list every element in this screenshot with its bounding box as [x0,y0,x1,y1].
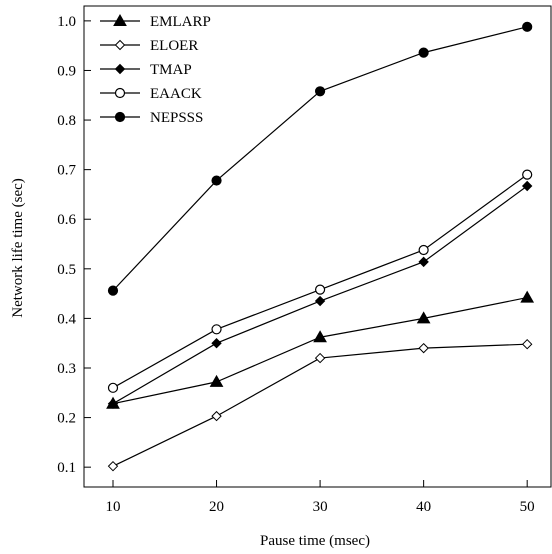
data-point [520,290,535,303]
legend-entry: NEPSSS [100,110,203,126]
y-axis-label: Network life time (sec) [10,178,26,318]
legend: EMLARP ELOER TMAP EAACK NEPSSS [100,13,211,126]
series-eloer [107,338,533,472]
series-nepsss [107,21,533,296]
x-tick-label: 10 [105,499,120,515]
legend-label: NEPSSS [150,110,203,126]
plot-frame [83,5,552,488]
legend-label: TMAP [150,62,192,78]
data-point [107,285,119,296]
series-eaack [107,169,533,393]
legend-entry: TMAP [100,62,192,78]
axes: 0.1 0.2 0.3 0.4 0.5 0.6 0.7 0.8 0.9 1.0 10 20 30 40 50 [57,5,552,515]
data-point [211,324,222,335]
data-point [416,311,431,324]
x-tick-label: 40 [416,499,431,515]
data-point [211,410,222,422]
data-point [521,338,533,350]
data-point [418,342,429,354]
legend-marker [114,111,126,123]
data-point [314,86,326,97]
data-point [211,337,222,349]
data-point [314,284,326,295]
y-tick-label: 0.9 [57,63,76,79]
data-point [521,180,533,192]
series-line [112,185,528,405]
y-tick-label: 0.6 [57,212,76,228]
y-tick-label: 0.7 [57,163,76,179]
x-axis-label: Pause time (msec) [260,533,370,549]
data-point [418,244,429,256]
legend-marker [114,39,126,51]
x-tick-label: 20 [209,499,224,515]
data-point [314,295,326,307]
data-point [522,21,533,32]
y-tick-label: 0.5 [57,262,76,278]
data-point [418,47,429,58]
x-tick-label: 50 [520,499,535,515]
y-tick-label: 0.4 [57,311,76,327]
data-point [209,374,224,387]
legend-label: ELOER [150,38,198,54]
series-lines [106,21,535,472]
legend-entry: ELOER [100,38,198,54]
y-tick-label: 0.8 [57,113,76,129]
series-emlarp [106,290,535,409]
data-point [418,256,429,268]
legend-marker [113,13,127,26]
legend-marker [114,63,126,75]
y-tick-label: 0.2 [57,411,76,427]
x-tick-label: 30 [313,499,328,515]
legend-entry: EMLARP [100,13,211,30]
data-point [107,382,119,393]
y-tick-label: 0.3 [57,361,76,377]
series-line [112,296,528,405]
y-tick-label: 1.0 [57,14,76,30]
data-point [313,330,327,343]
data-point [211,175,222,186]
series-tmap [107,180,533,409]
legend-marker [114,87,126,99]
data-point [107,398,119,409]
data-point [314,352,326,364]
legend-label: EAACK [150,86,202,102]
y-tick-label: 0.1 [57,460,76,476]
data-point [522,169,533,180]
legend-entry: EAACK [100,86,202,102]
data-point [107,460,119,472]
legend-label: EMLARP [150,14,211,30]
